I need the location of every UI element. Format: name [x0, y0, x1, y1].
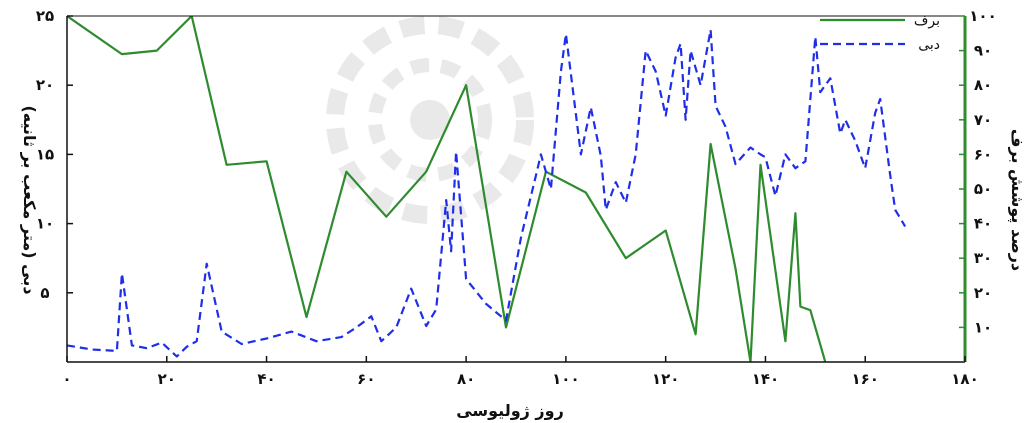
x-tick-label: ۴۰ [257, 370, 275, 388]
y-right-tick-label: ۸۰ [974, 76, 992, 94]
y-left-tick-label: ۱۵ [36, 145, 54, 163]
y-right-tick-label: ۳۰ [974, 249, 992, 267]
x-tick-label: ۱۰۰ [552, 370, 579, 388]
legend-label-snow: برف [914, 13, 940, 29]
y-right-tick-label: ۶۰ [974, 145, 992, 163]
university-logo-watermark [326, 16, 534, 224]
series-line-discharge [67, 28, 907, 358]
x-tick-label: ۱۴۰ [752, 370, 779, 388]
y-left-tick-label: ۱۰ [36, 215, 54, 233]
y-left-tick-label: ۵ [40, 284, 49, 302]
y-axis-right-title: درصد پوشش برف [1007, 129, 1025, 271]
x-tick-label: ۱۸۰ [951, 370, 978, 388]
series-line-snow [67, 16, 827, 362]
y-right-tick-label: ۴۰ [974, 215, 992, 233]
x-axis-title: روز ژولیوسی [456, 401, 564, 420]
y-right-tick-label: ۱۰۰ [969, 7, 996, 25]
x-tick-label: ۲۰ [158, 370, 176, 388]
x-tick-label: ۱۶۰ [851, 370, 878, 388]
legend-label-discharge: دبی [918, 37, 940, 53]
legend: برف دبی [820, 13, 940, 53]
y-right-tick-label: ۲۰ [974, 284, 992, 302]
y-right-tick-label: ۹۰ [974, 42, 992, 60]
x-tick-label: ۶۰ [357, 370, 375, 388]
x-tick-label: ۱۲۰ [652, 370, 679, 388]
x-tick-label: ۸۰ [457, 370, 475, 388]
y-right-tick-label: ۷۰ [974, 111, 992, 129]
y-left-tick-label: ۲۵ [36, 7, 54, 25]
y-left-tick-label: ۲۰ [36, 76, 54, 94]
y-right-tick-label: ۱۰ [974, 318, 992, 336]
y-right-tick-label: ۵۰ [974, 180, 992, 198]
x-tick-label: ۰ [62, 370, 71, 388]
y-axis-left-title: دبی (متر مکعب بر ثانیه) [20, 105, 39, 294]
